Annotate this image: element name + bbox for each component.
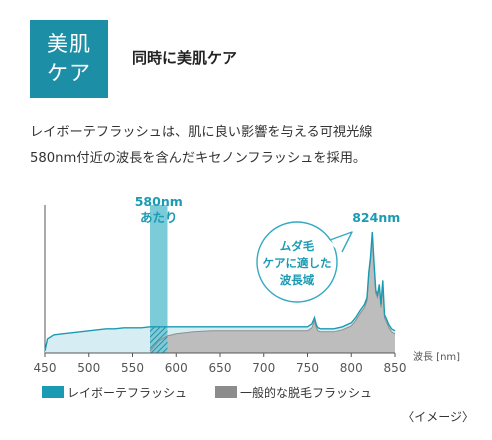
bubble-tail-mask [328,240,342,253]
x-tick-label: 800 [340,361,363,375]
x-tick-label: 550 [121,361,144,375]
x-tick-label: 600 [165,361,188,375]
x-tick-label: 750 [296,361,319,375]
legend-item-laybeaute: レイボーテフラッシュ [42,384,187,401]
band-label-line-1: 580nm [135,194,183,209]
series-laybeaute-line [44,231,396,352]
series-general-area [150,236,395,353]
image-note: 〈イメージ〉 [402,410,474,424]
description-line-1: レイボーテフラッシュは、肌に良い影響を与える可視光線 [30,125,373,140]
x-tick-label: 500 [77,361,100,375]
legend: レイボーテフラッシュ 一般的な脱毛フラッシュ [42,384,400,401]
legend-swatch-general [215,386,238,398]
description: レイボーテフラッシュは、肌に良い影響を与える可視光線 580nm付近の波長を含ん… [30,120,480,172]
beauty-care-badge: 美肌 ケア [30,20,108,98]
x-axis-title: 波長 [nm] [413,350,460,363]
legend-label-laybeaute: レイボーテフラッシュ [67,385,188,400]
x-tick-label: 850 [384,361,407,375]
bubble-circle [256,221,338,303]
x-tick-label: 450 [34,361,57,375]
badge-line-2: ケア [47,61,91,85]
peak-label-824nm: 824nm [352,210,400,225]
x-tick-label: 650 [209,361,232,375]
highlight-band-580nm [150,205,168,353]
band-label-line-2: あたり [140,210,178,225]
legend-swatch-laybeaute [42,386,64,398]
section-title: 同時に美肌ケア [132,49,238,67]
legend-item-general: 一般的な脱毛フラッシュ [215,384,372,401]
bubble-line-3: 波長域 [280,273,315,287]
bubble-line-2: ケアに適した [263,256,332,270]
bubble-tail [329,231,353,253]
bubble-line-1: ムダ毛 [280,239,315,253]
x-tick-label: 700 [252,361,275,375]
legend-label-general: 一般的な脱毛フラッシュ [240,385,373,400]
description-line-2: 580nm付近の波長を含んだキセノンフラッシュを採用。 [30,151,367,166]
badge-line-1: 美肌 [47,32,91,56]
